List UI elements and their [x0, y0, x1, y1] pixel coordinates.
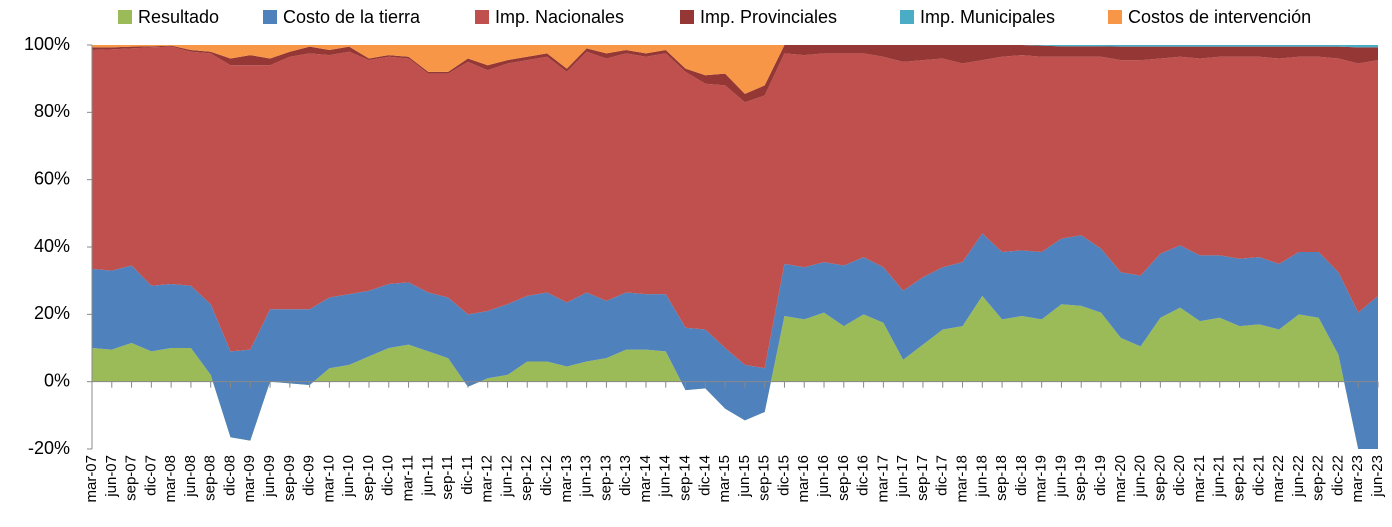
- x-tick-label: sep-17: [914, 455, 931, 501]
- x-tick-label: dic-13: [617, 455, 634, 496]
- x-tick-label: sep-08: [202, 455, 219, 501]
- x-tick-label: jun-10: [340, 455, 357, 498]
- y-tick-label: 40%: [34, 236, 70, 256]
- x-tick-label: jun-22: [1290, 455, 1307, 498]
- x-tick-label: mar-11: [400, 455, 417, 501]
- x-tick-label: jun-17: [894, 455, 911, 498]
- y-tick-label: 60%: [34, 168, 70, 188]
- x-tick-label: jun-14: [657, 455, 674, 498]
- x-tick-label: sep-10: [360, 455, 377, 501]
- x-tick-label: dic-10: [380, 455, 397, 496]
- legend-swatch: [263, 10, 277, 24]
- y-tick-label: 100%: [24, 34, 70, 54]
- legend-swatch: [1108, 10, 1122, 24]
- x-tick-label: jun-08: [182, 455, 199, 498]
- x-tick-label: dic-22: [1329, 455, 1346, 496]
- x-tick-label: mar-09: [241, 455, 258, 503]
- x-tick-label: dic-08: [221, 455, 238, 496]
- x-tick-label: jun-18: [973, 455, 990, 498]
- x-tick-label: jun-16: [815, 455, 832, 498]
- x-tick-label: dic-20: [1171, 455, 1188, 496]
- x-tick-label: dic-15: [775, 455, 792, 496]
- area: [92, 45, 1378, 94]
- x-tick-label: sep-13: [597, 455, 614, 501]
- x-tick-label: dic-14: [696, 455, 713, 496]
- x-tick-label: mar-08: [162, 455, 179, 503]
- x-tick-label: mar-19: [1033, 455, 1050, 503]
- x-tick-label: sep-21: [1230, 455, 1247, 501]
- x-tick-label: mar-17: [874, 455, 891, 503]
- x-tick-label: dic-21: [1250, 455, 1267, 496]
- x-tick-label: sep-07: [123, 455, 140, 501]
- x-tick-label: mar-12: [479, 455, 496, 503]
- x-tick-label: dic-11: [459, 455, 476, 495]
- x-tick-label: jun-21: [1211, 455, 1228, 498]
- x-tick-label: sep-09: [281, 455, 298, 501]
- legend-swatch: [475, 10, 489, 24]
- x-tick-label: dic-19: [1092, 455, 1109, 496]
- y-tick-label: -20%: [28, 438, 70, 458]
- x-tick-label: dic-12: [538, 455, 555, 496]
- legend-swatch: [118, 10, 132, 24]
- area: [92, 45, 1378, 103]
- x-tick-label: sep-22: [1310, 455, 1327, 501]
- x-tick-label: sep-11: [439, 455, 456, 500]
- x-tick-label: jun-19: [1052, 455, 1069, 498]
- x-tick-label: sep-18: [993, 455, 1010, 501]
- x-tick-label: jun-11: [419, 455, 436, 497]
- x-tick-label: mar-07: [83, 455, 100, 503]
- legend-label: Costos de intervención: [1128, 7, 1311, 27]
- x-tick-label: mar-10: [320, 455, 337, 503]
- y-tick-label: 20%: [34, 303, 70, 323]
- legend-label: Imp. Municipales: [920, 7, 1055, 27]
- x-tick-label: jun-07: [103, 455, 120, 498]
- x-tick-label: sep-15: [756, 455, 773, 501]
- x-tick-label: dic-16: [855, 455, 872, 496]
- x-tick-label: mar-14: [637, 455, 654, 503]
- x-tick-label: dic-18: [1013, 455, 1030, 496]
- area: [92, 233, 1378, 449]
- x-tick-label: mar-23: [1349, 455, 1366, 503]
- x-tick-label: sep-12: [518, 455, 535, 501]
- x-tick-label: mar-15: [716, 455, 733, 503]
- legend-label: Imp. Provinciales: [700, 7, 837, 27]
- area: [92, 295, 1378, 449]
- legend-label: Resultado: [138, 7, 219, 27]
- x-tick-label: mar-16: [795, 455, 812, 503]
- x-tick-label: sep-16: [835, 455, 852, 501]
- x-tick-label: mar-21: [1191, 455, 1208, 503]
- x-tick-label: jun-13: [578, 455, 595, 498]
- x-tick-label: jun-23: [1369, 455, 1386, 498]
- x-tick-label: sep-20: [1151, 455, 1168, 501]
- x-tick-label: dic-09: [301, 455, 318, 496]
- x-tick-label: mar-18: [953, 455, 970, 503]
- legend-label: Costo de la tierra: [283, 7, 421, 27]
- x-tick-label: jun-12: [498, 455, 515, 498]
- x-tick-label: jun-20: [1132, 455, 1149, 498]
- y-tick-label: 80%: [34, 101, 70, 121]
- x-tick-label: sep-14: [677, 455, 694, 501]
- x-tick-label: mar-13: [558, 455, 575, 503]
- area: [92, 46, 1378, 369]
- x-tick-label: jun-15: [736, 455, 753, 498]
- x-tick-label: dic-17: [934, 455, 951, 496]
- x-tick-label: mar-20: [1112, 455, 1129, 503]
- x-tick-label: dic-07: [142, 455, 159, 496]
- y-tick-label: 0%: [44, 370, 70, 390]
- legend-swatch: [680, 10, 694, 24]
- x-tick-label: jun-09: [261, 455, 278, 498]
- legend-swatch: [900, 10, 914, 24]
- x-tick-label: sep-19: [1072, 455, 1089, 501]
- x-tick-label: mar-22: [1270, 455, 1287, 503]
- legend-label: Imp. Nacionales: [495, 7, 624, 27]
